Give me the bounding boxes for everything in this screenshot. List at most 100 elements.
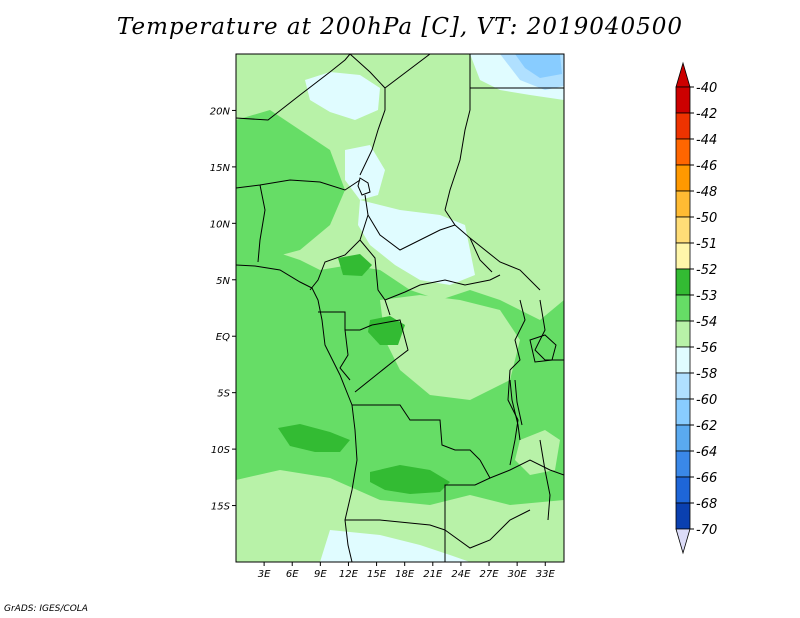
colorbar-swatch [675,346,691,374]
colorbar-label: -54 [696,315,717,330]
colorbar-swatch [675,424,691,452]
border-benin-nigeria [257,184,266,263]
lat-tick-label: 20N [210,106,231,117]
colorbar-label: -60 [696,393,717,408]
lon-tick-label: 9E [314,569,327,580]
colorbar-swatch [675,268,691,296]
colorbar-label: -58 [696,367,717,382]
colorbar-label: -42 [696,107,717,122]
border-niger-libya-chad [349,54,386,176]
lon-tick-label: 18E [395,569,415,580]
border-congo-gabon [339,329,351,381]
lon-tick-label: 12E [339,569,359,580]
map-title: Temperature at 200hPa [C], VT: 201904050… [116,14,684,40]
border-lake-malawi [539,439,551,521]
longitude-axis: 3E 6E 9E 12E 15E 18E 21E 24E 27E 30E 33E [258,562,556,580]
temperature-field [236,54,564,562]
colorbar-label: -50 [696,211,717,226]
colorbar-swatch [675,320,691,348]
field-region-northwest [236,110,345,262]
colorbar-swatch [675,216,691,244]
border-egypt-sudan [444,54,471,211]
field-region-north-light [236,54,564,320]
colorbar-swatch [675,242,691,270]
border-lake-victoria [529,334,557,363]
border-libya-chad [384,54,431,89]
border-zambia-zimbabwe [444,509,531,549]
colorbar-label: -48 [696,185,717,200]
border-drc-zambia [444,459,491,530]
field-region-north-patch [305,72,380,120]
colorbar-swatch [675,190,691,218]
border-cameroon-car [359,239,391,316]
colorbar-label: -40 [696,81,717,96]
lon-tick-label: 21E [423,569,443,580]
lon-tick-label: 24E [451,569,471,580]
colorbar-label: -62 [696,419,717,434]
border-drc-angola [352,404,481,461]
lon-tick-label: 15E [367,569,387,580]
colorbar-label: -66 [696,471,717,486]
border-algeria-niger [236,54,351,121]
colorbar-label: -53 [696,289,717,304]
colorbar-label: -46 [696,159,717,174]
field-region-northeast-coldest [515,54,562,78]
colorbar-swatch [675,138,691,166]
colorbar-swatch [675,398,691,426]
lon-tick-label: 33E [536,569,556,580]
border-car-drc [384,274,501,301]
colorbar-label: -52 [696,263,717,278]
lat-tick-label: 10S [211,445,231,456]
field-region-north-patch-2 [345,145,385,200]
lon-tick-label: 3E [258,569,271,580]
lat-tick-label: 10N [210,219,231,230]
border-chad-car [367,214,456,251]
coastline-west [236,264,358,562]
colorbar-label: -56 [696,341,717,356]
lon-tick-label: 27E [480,569,500,580]
colorbar-swatch [675,112,691,140]
colorbar-swatch [675,164,691,192]
map-frame [235,53,565,563]
colorbar-label: -68 [696,497,717,512]
field-region-warm-north [338,254,372,276]
colorbar-top-arrow [675,61,691,88]
border-south-sudan-sudan [469,237,541,291]
colorbar-swatch [675,294,691,322]
border-angola-namibia [345,519,446,531]
lon-tick-label: 30E [508,569,528,580]
border-drc-uganda [509,299,526,371]
credit-text: GrADS: IGES/COLA [4,604,88,614]
field-region-south-lighter [320,530,470,562]
colorbar-swatch [675,86,691,114]
colorbar-swatch [675,450,691,478]
field-region-east-light [515,430,560,475]
border-nigeria-niger [236,179,361,191]
colorbar-swatch [675,502,691,530]
border-zambia-tanzania [489,459,564,479]
border-east-drc [507,369,519,466]
field-region-warm-west [278,424,350,452]
country-borders [236,54,564,562]
lat-tick-label: 5N [216,276,230,287]
colorbar-label: -70 [696,523,717,538]
border-lake-chad [357,177,371,196]
lat-tick-label: EQ [216,332,230,343]
latitude-axis: 20N 15N 10N 5N EQ 5S 10S 15S [210,106,236,513]
colorbar-bottom-arrow [675,528,691,555]
lat-tick-label: 15N [210,163,231,174]
field-region-warm-center [368,316,405,345]
field-region-central-light [380,295,520,400]
field-region-center-cold [358,200,475,285]
lat-tick-label: 5S [217,389,230,400]
colorbar-label: -51 [696,237,717,252]
colorbar-label: -44 [696,133,717,148]
lat-tick-label: 15S [211,502,231,513]
lon-tick-label: 6E [286,569,299,580]
field-region-south-light [236,470,564,562]
border-lake-tanganyika [509,379,523,441]
field-region-warm-south [370,465,450,494]
colorbar-label: -64 [696,445,717,460]
colorbar: -40 -42 -44 -46 -48 -50 -51 -52 -53 -54 -56 -58 -60 -… [675,61,717,555]
